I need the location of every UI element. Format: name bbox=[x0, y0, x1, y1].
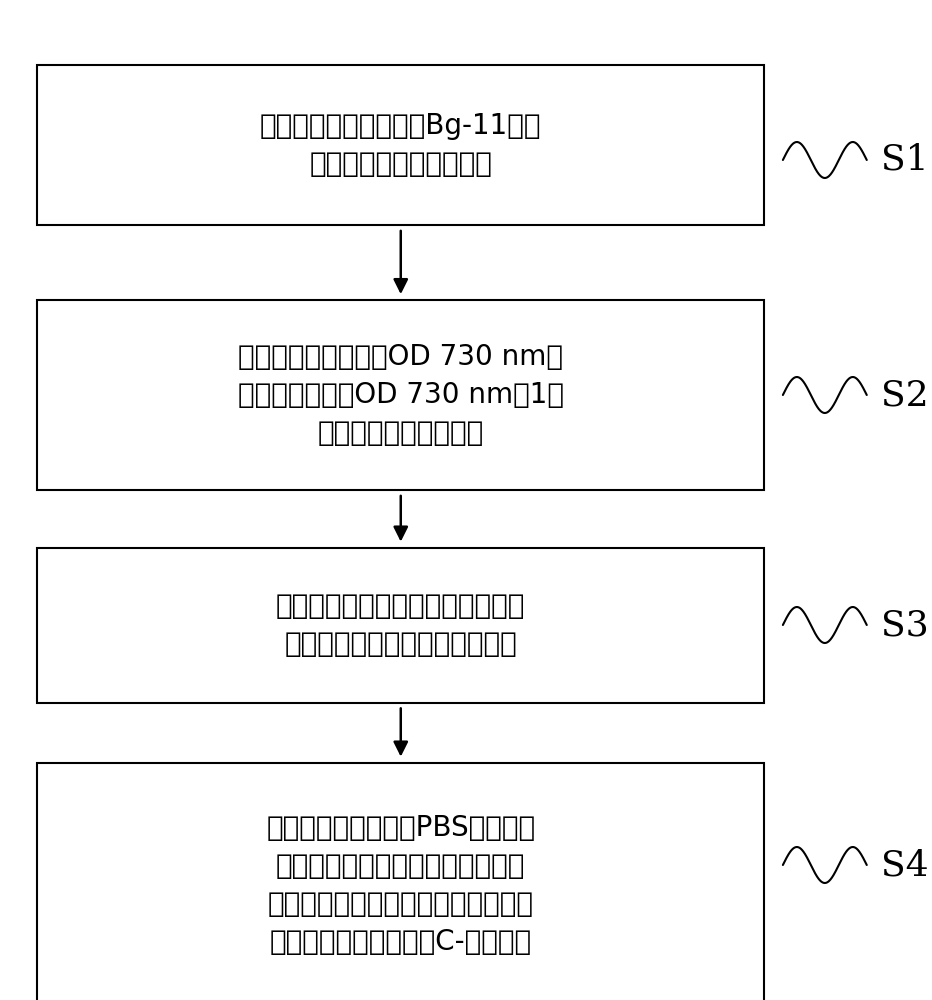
Bar bbox=[37, 300, 764, 490]
Bar bbox=[37, 548, 764, 702]
Text: S2: S2 bbox=[881, 378, 928, 412]
Text: 将聚球藻属蓝细菌置于Bg-11培养
基中进行培养，获得藻液: 将聚球藻属蓝细菌置于Bg-11培养 基中进行培养，获得藻液 bbox=[260, 112, 541, 178]
Text: 将提取液进行一次离心处理，去除
第一上清液，获得藻细胞沉淀物: 将提取液进行一次离心处理，去除 第一上清液，获得藻细胞沉淀物 bbox=[276, 592, 526, 658]
Text: 将藻细胞沉淀物置于PBS缓冲液中
重悬，并过夜冻存，室温解冻后进
行二次离心处理，保留第二上清液；
第二上清液中包括嗜热C-藻蓝蛋白: 将藻细胞沉淀物置于PBS缓冲液中 重悬，并过夜冻存，室温解冻后进 行二次离心处理… bbox=[267, 814, 535, 956]
Text: S3: S3 bbox=[881, 608, 928, 642]
Text: S1: S1 bbox=[881, 143, 928, 177]
Bar bbox=[37, 762, 764, 1000]
Bar bbox=[37, 65, 764, 225]
Text: 在培养期间每天监测OD 730 nm的
生长情况，确定OD 730 nm为1时
对应的藻液作为提取液: 在培养期间每天监测OD 730 nm的 生长情况，确定OD 730 nm为1时 … bbox=[238, 343, 564, 447]
Text: S4: S4 bbox=[881, 848, 928, 882]
